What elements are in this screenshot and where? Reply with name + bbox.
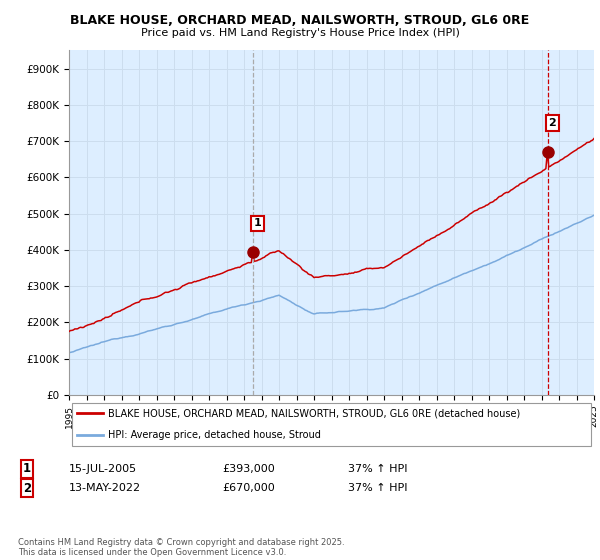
Text: 1: 1 <box>23 462 31 475</box>
Text: Contains HM Land Registry data © Crown copyright and database right 2025.
This d: Contains HM Land Registry data © Crown c… <box>18 538 344 557</box>
Text: 1: 1 <box>254 218 262 228</box>
Text: £393,000: £393,000 <box>222 464 275 474</box>
Text: 37% ↑ HPI: 37% ↑ HPI <box>348 464 407 474</box>
Text: £670,000: £670,000 <box>222 483 275 493</box>
Text: HPI: Average price, detached house, Stroud: HPI: Average price, detached house, Stro… <box>109 430 321 440</box>
Text: Price paid vs. HM Land Registry's House Price Index (HPI): Price paid vs. HM Land Registry's House … <box>140 28 460 38</box>
Text: BLAKE HOUSE, ORCHARD MEAD, NAILSWORTH, STROUD, GL6 0RE (detached house): BLAKE HOUSE, ORCHARD MEAD, NAILSWORTH, S… <box>109 408 521 418</box>
Text: BLAKE HOUSE, ORCHARD MEAD, NAILSWORTH, STROUD, GL6 0RE: BLAKE HOUSE, ORCHARD MEAD, NAILSWORTH, S… <box>70 14 530 27</box>
Text: 37% ↑ HPI: 37% ↑ HPI <box>348 483 407 493</box>
Text: 13-MAY-2022: 13-MAY-2022 <box>69 483 141 493</box>
Text: 2: 2 <box>548 118 556 128</box>
Text: 15-JUL-2005: 15-JUL-2005 <box>69 464 137 474</box>
FancyBboxPatch shape <box>71 403 592 446</box>
Text: 2: 2 <box>23 482 31 495</box>
